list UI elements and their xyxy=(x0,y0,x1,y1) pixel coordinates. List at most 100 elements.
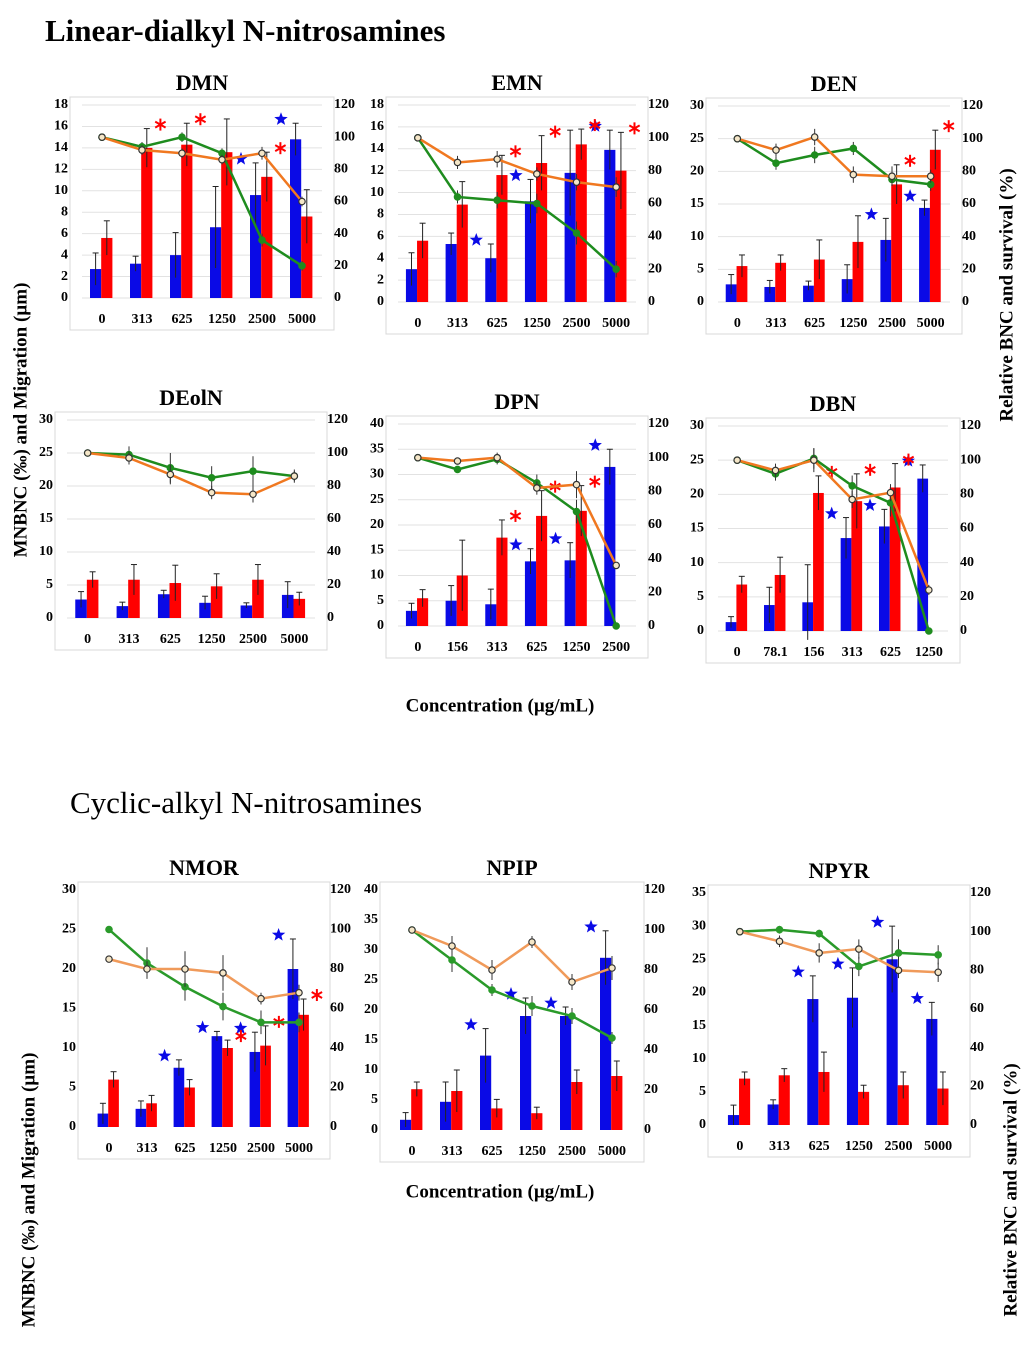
bar xyxy=(496,537,508,626)
line-point xyxy=(772,146,780,154)
y2-tick-label: 100 xyxy=(644,922,665,937)
x-tick-label: 1250 xyxy=(208,312,236,327)
asterisk-stroke xyxy=(628,124,641,133)
y-tick-label: 30 xyxy=(364,942,378,957)
line-point xyxy=(298,197,306,206)
y2-tick-label: 80 xyxy=(327,478,341,493)
line-point xyxy=(849,144,858,153)
y-tick-label: 35 xyxy=(364,912,378,927)
y2-tick-label: 120 xyxy=(330,882,351,897)
x-tick-label: 5000 xyxy=(288,312,316,327)
bar xyxy=(889,487,901,631)
significance-star xyxy=(584,919,598,933)
line-point xyxy=(815,949,823,957)
line-point xyxy=(572,507,581,516)
bar xyxy=(86,579,99,618)
line-point xyxy=(98,133,106,141)
y2-tick-label: 40 xyxy=(962,229,976,244)
y2-tick-label: 0 xyxy=(648,294,655,309)
bar xyxy=(287,969,299,1127)
line-point xyxy=(733,134,742,143)
bar xyxy=(767,1104,779,1125)
bar xyxy=(293,598,306,618)
line-point xyxy=(849,170,858,179)
asterisk-stroke xyxy=(589,477,601,486)
bar xyxy=(496,175,508,302)
line xyxy=(411,929,613,1040)
y2-tick-label: 20 xyxy=(327,577,341,592)
line-point xyxy=(612,265,620,273)
bar xyxy=(491,1108,503,1130)
y-tick-label: 6 xyxy=(61,226,68,241)
x-tick-label: 1250 xyxy=(198,632,226,647)
line-point xyxy=(528,1002,536,1010)
line xyxy=(736,457,931,632)
x-tick-label: 625 xyxy=(526,640,547,655)
y-tick-label: 16 xyxy=(54,119,68,134)
x-tick-label: 313 xyxy=(119,632,140,647)
line-point xyxy=(290,472,299,480)
y-tick-label: 0 xyxy=(697,623,704,638)
y2-tick-label: 20 xyxy=(960,589,974,604)
x-tick-label: 0 xyxy=(414,316,421,331)
bar xyxy=(813,492,824,631)
line-point xyxy=(138,146,146,154)
significance-star xyxy=(195,1020,210,1034)
chart-title: DEN xyxy=(811,71,858,96)
chart-title: EMN xyxy=(491,70,542,95)
bar xyxy=(851,501,863,631)
y-tick-label: 14 xyxy=(370,141,384,156)
y-tick-label: 2 xyxy=(61,269,68,284)
x-tick-label: 1250 xyxy=(845,1139,873,1154)
y-tick-label: 10 xyxy=(690,229,704,244)
line-point xyxy=(105,925,113,934)
bar xyxy=(135,1108,147,1127)
y2-tick-label: 100 xyxy=(970,924,991,939)
x-tick-label: 625 xyxy=(804,316,825,331)
significance-star xyxy=(588,438,602,451)
y-axis-label: MNBNC (‰) and Migration (µm) xyxy=(18,1053,39,1328)
bar xyxy=(101,237,113,298)
bar xyxy=(615,170,627,302)
bar xyxy=(803,285,814,302)
line-point xyxy=(493,155,501,163)
y2-tick-label: 100 xyxy=(327,445,348,460)
y-tick-label: 5 xyxy=(69,1080,76,1095)
line-point xyxy=(934,951,942,959)
line-point xyxy=(249,467,257,475)
y2-tick-label: 100 xyxy=(962,131,983,146)
line-point xyxy=(125,454,133,462)
y-tick-label: 35 xyxy=(370,441,384,456)
bar xyxy=(775,262,787,302)
y-tick-label: 30 xyxy=(692,918,706,933)
y-tick-label: 20 xyxy=(690,164,704,179)
chart-title: NPIP xyxy=(486,855,537,880)
y-tick-label: 0 xyxy=(46,610,53,625)
y-tick-label: 30 xyxy=(370,467,384,482)
bar xyxy=(736,584,748,631)
significance-star xyxy=(910,991,924,1004)
significance-asterisk xyxy=(943,120,955,133)
y2-tick-label: 120 xyxy=(962,98,983,113)
y-tick-label: 20 xyxy=(370,517,384,532)
bar xyxy=(575,510,587,626)
line-point xyxy=(736,927,744,936)
x-tick-label: 5000 xyxy=(285,1141,313,1156)
bar xyxy=(298,1014,309,1127)
y-tick-label: 25 xyxy=(364,972,378,987)
bar xyxy=(116,606,129,618)
bar xyxy=(813,259,825,302)
plot-frame xyxy=(379,881,645,1163)
bar xyxy=(778,1075,790,1125)
y2-tick-label: 120 xyxy=(327,412,348,427)
line-point xyxy=(533,199,541,208)
y-tick-label: 6 xyxy=(377,229,384,244)
line-point xyxy=(848,495,856,504)
asterisk-stroke xyxy=(943,122,955,131)
x-tick-label: 5000 xyxy=(602,316,630,331)
bar xyxy=(917,478,929,631)
x-tick-label: 1250 xyxy=(518,1144,546,1159)
y2-tick-label: 0 xyxy=(327,610,334,625)
line-point xyxy=(888,172,896,181)
line-point xyxy=(855,962,863,971)
